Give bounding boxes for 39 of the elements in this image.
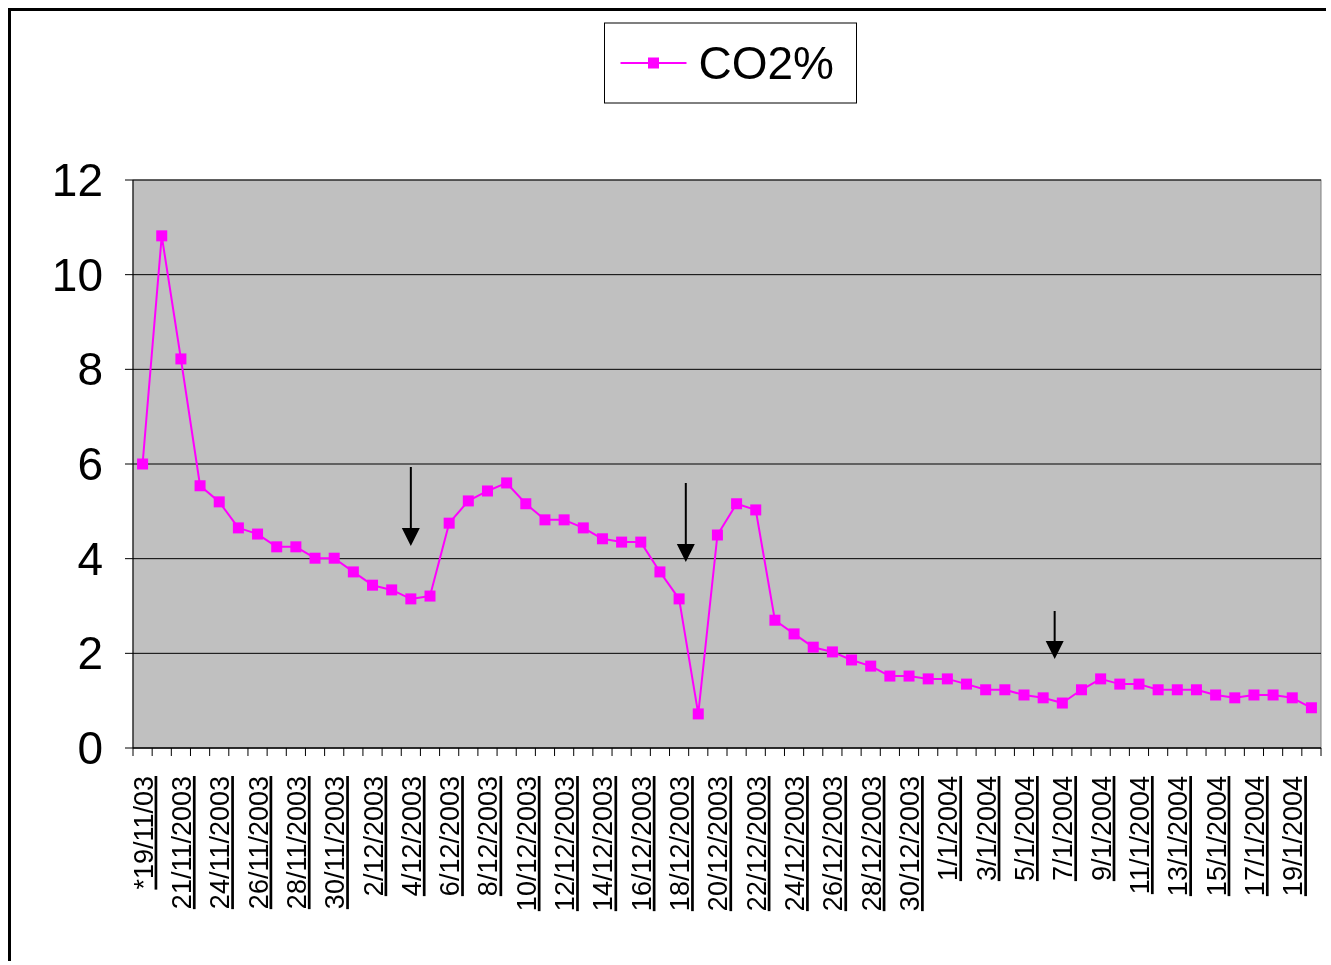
y-tick-label: 4 [77,532,103,585]
x-tick-label: 16/12/2003 [626,776,657,912]
x-tick-label: 10/12/2003 [511,776,542,912]
x-tick-label: 14/12/2003 [588,776,619,912]
x-tick-label: 28/11/2003 [281,776,312,910]
x-tick-label: 30/11/2003 [320,776,351,910]
x-tick-label: 5/1/2004 [1010,776,1040,882]
y-tick-label: 0 [77,722,103,775]
y-tick-label: 2 [77,627,103,680]
x-tick-label: 30/12/2003 [895,776,926,912]
x-tick-label: 17/1/2004 [1239,776,1270,897]
x-tick-label: 20/12/2003 [703,776,734,912]
x-tick-label: 26/12/2003 [818,776,849,912]
x-tick-label: 15/1/2004 [1201,776,1232,897]
x-tick-label: 19/1/2004 [1278,776,1309,897]
x-tick-label: 11/1/2004 [1124,776,1155,895]
x-tick-label: 7/1/2004 [1048,776,1079,882]
x-tick-label: *19/11/03 [128,776,159,890]
x-tick-label: 18/12/2003 [665,776,696,912]
x-tick-label: 3/1/2004 [971,776,1002,882]
x-tick-label: 22/12/2003 [741,776,772,912]
y-tick-label: 6 [77,438,103,491]
x-tick-label: 6/12/2003 [435,776,466,897]
x-tick-label: 4/12/2003 [396,776,427,897]
x-tick-label: 1/1/2004 [933,776,964,882]
x-tick-label: 24/11/2003 [205,776,236,910]
x-tick-label: 13/1/2004 [1163,776,1194,897]
x-tick-label: 12/12/2003 [550,776,581,912]
x-tick-label: 9/1/2004 [1086,776,1117,882]
x-tick-label: 28/12/2003 [856,776,887,912]
y-tick-label: 12 [51,154,103,207]
x-tick-label: 26/11/2003 [243,776,274,910]
x-tick-label: 24/12/2003 [780,776,811,912]
y-tick-label: 8 [77,343,103,396]
legend-label: CO2% [698,37,834,90]
y-tick-label: 10 [51,248,103,301]
x-tick-label: 2/12/2003 [358,776,389,897]
x-tick-label: 21/11/2003 [166,776,197,910]
x-tick-label: 8/12/2003 [473,776,504,897]
